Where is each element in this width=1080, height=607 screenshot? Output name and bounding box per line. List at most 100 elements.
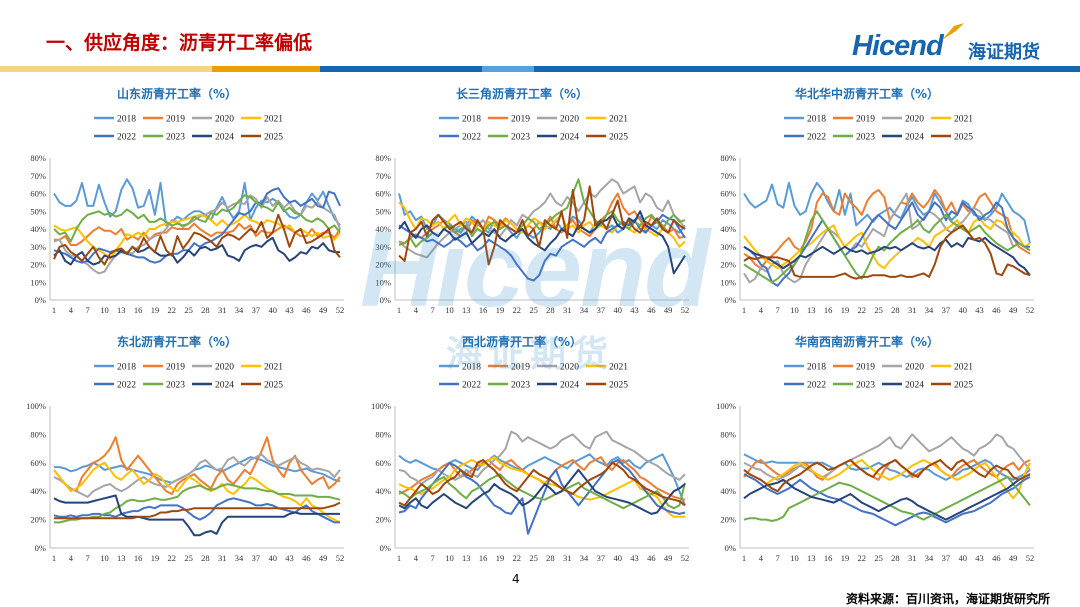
x-tick-label: 31	[218, 553, 227, 563]
y-tick-label: 30%	[720, 242, 736, 252]
x-tick-label: 43	[285, 553, 294, 563]
x-tick-label: 16	[479, 305, 488, 315]
legend-label-2025: 2025	[264, 133, 283, 143]
series-line-2021	[743, 217, 1031, 270]
y-tick-label: 40%	[375, 486, 391, 496]
x-tick-label: 34	[580, 305, 589, 315]
y-tick-label: 80%	[375, 153, 391, 163]
legend-label-2022: 2022	[117, 133, 136, 143]
x-tick-label: 16	[134, 305, 143, 315]
y-tick-label: 80%	[720, 429, 736, 439]
y-tick-label: 60%	[720, 458, 736, 468]
x-tick-label: 31	[908, 305, 917, 315]
header-stripe-3	[320, 66, 482, 72]
x-tick-label: 28	[891, 553, 900, 563]
legend-label-2018: 2018	[117, 115, 136, 125]
series-line-2025	[53, 213, 341, 266]
x-tick-label: 49	[1009, 305, 1018, 315]
x-tick-label: 34	[235, 305, 244, 315]
x-tick-label: 7	[86, 305, 90, 315]
x-tick-label: 25	[184, 305, 193, 315]
x-tick-label: 16	[134, 553, 143, 563]
x-tick-label: 10	[790, 305, 799, 315]
y-tick-label: 100%	[371, 401, 391, 411]
x-tick-label: 37	[252, 553, 261, 563]
x-tick-label: 13	[807, 553, 816, 563]
x-tick-label: 7	[431, 553, 435, 563]
legend-label-2019: 2019	[511, 115, 530, 125]
y-tick-label: 70%	[30, 171, 46, 181]
legend-label-2022: 2022	[807, 381, 826, 391]
legend-label-2019: 2019	[166, 115, 185, 125]
legend-label-2022: 2022	[462, 133, 481, 143]
legend-label-2018: 2018	[117, 363, 136, 373]
x-tick-label: 1	[397, 305, 401, 315]
chart-title: 华北华中沥青开工率（%）	[795, 86, 939, 101]
x-tick-label: 52	[681, 305, 690, 315]
x-tick-label: 46	[647, 305, 656, 315]
x-tick-label: 43	[285, 305, 294, 315]
x-tick-label: 4	[759, 305, 764, 315]
x-tick-label: 49	[664, 553, 673, 563]
y-tick-label: 40%	[30, 486, 46, 496]
logo-text-cn: 海证期货	[968, 42, 1040, 63]
chart-4: 东北沥青开工率（%） 2018 2019 2020 2021 2022 2023 2024 20…	[26, 334, 345, 563]
x-tick-label: 7	[431, 305, 435, 315]
legend-label-2025: 2025	[609, 133, 628, 143]
series-line-2020	[743, 433, 1031, 481]
series-line-2025	[398, 459, 686, 507]
x-tick-label: 52	[1026, 553, 1035, 563]
legend-label-2020: 2020	[560, 363, 579, 373]
x-tick-label: 19	[496, 305, 505, 315]
x-tick-label: 46	[992, 305, 1001, 315]
x-tick-label: 52	[336, 553, 345, 563]
x-tick-label: 25	[874, 553, 883, 563]
x-tick-label: 46	[302, 553, 311, 563]
series-line-2025	[54, 501, 341, 520]
x-tick-label: 34	[235, 553, 244, 563]
x-tick-label: 1	[52, 305, 56, 315]
x-tick-label: 7	[86, 553, 90, 563]
x-tick-label: 40	[613, 305, 622, 315]
chart-title: 长三角沥青开工率（%）	[456, 86, 588, 101]
legend-label-2021: 2021	[264, 363, 283, 373]
series-line-2021	[53, 213, 341, 261]
series-line-2025	[743, 224, 1031, 280]
legend-label-2021: 2021	[609, 363, 628, 373]
series-line-2020	[743, 192, 1031, 284]
x-tick-label: 4	[69, 305, 74, 315]
y-tick-label: 10%	[375, 277, 391, 287]
x-tick-label: 10	[790, 553, 799, 563]
y-tick-label: 0%	[380, 295, 391, 305]
y-tick-label: 20%	[720, 260, 736, 270]
x-tick-label: 37	[597, 305, 606, 315]
y-tick-label: 0%	[380, 543, 391, 553]
x-tick-label: 19	[841, 553, 850, 563]
x-tick-label: 10	[445, 553, 454, 563]
series-line-2018	[53, 178, 341, 227]
series-line-2024	[398, 468, 686, 515]
x-tick-label: 1	[742, 305, 746, 315]
series-line-2021	[53, 461, 341, 524]
x-tick-label: 40	[268, 553, 277, 563]
x-tick-label: 43	[975, 305, 984, 315]
x-tick-label: 52	[336, 305, 345, 315]
y-tick-label: 50%	[30, 206, 46, 216]
y-tick-label: 50%	[720, 206, 736, 216]
header-stripe-5	[534, 66, 1080, 72]
logo-text-en: Hicend	[852, 30, 944, 62]
legend-label-2021: 2021	[954, 115, 973, 125]
legend-label-2022: 2022	[462, 381, 481, 391]
y-tick-label: 20%	[30, 260, 46, 270]
x-tick-label: 49	[1009, 553, 1018, 563]
legend-label-2023: 2023	[166, 133, 185, 143]
x-tick-label: 28	[201, 305, 210, 315]
chart-5: 西北沥青开工率（%） 2018 2019 2020 2021 2022 2023 2024 20…	[371, 334, 689, 563]
legend-label-2021: 2021	[954, 363, 973, 373]
series-line-2024	[53, 494, 340, 537]
y-tick-label: 60%	[720, 189, 736, 199]
legend-label-2022: 2022	[117, 381, 136, 391]
source-note: 资料来源：百川资讯，海证期货研究所	[845, 592, 1050, 606]
x-tick-label: 1	[397, 553, 401, 563]
legend-label-2020: 2020	[215, 115, 234, 125]
